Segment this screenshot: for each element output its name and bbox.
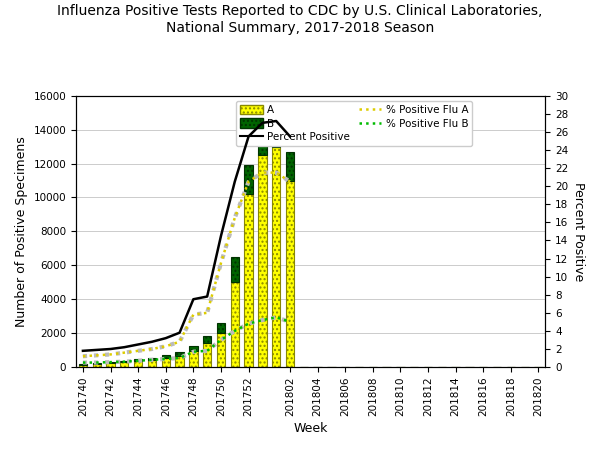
Bar [286, 152, 294, 180]
Bar [258, 121, 266, 155]
Bar [120, 362, 128, 367]
Bar [148, 358, 156, 360]
Bar [217, 323, 225, 333]
Bar [230, 282, 239, 367]
Bar [106, 363, 115, 367]
Bar [203, 343, 211, 367]
Bar [134, 361, 142, 367]
Bar [203, 336, 211, 343]
Bar [92, 363, 101, 364]
Legend: A, B, Percent Positive, % Positive Flu A, % Positive Flu B: A, B, Percent Positive, % Positive Flu A… [236, 101, 472, 146]
Bar [148, 360, 156, 367]
Bar [244, 194, 253, 367]
Bar [286, 180, 294, 367]
Bar [134, 359, 142, 361]
Bar [258, 155, 266, 367]
Bar [161, 355, 170, 358]
Bar [120, 361, 128, 362]
Bar [79, 364, 87, 367]
Bar [272, 109, 280, 147]
Bar [175, 356, 184, 367]
Bar [217, 333, 225, 367]
Y-axis label: Percent Positive: Percent Positive [572, 182, 585, 281]
Bar [189, 346, 197, 351]
Text: Influenza Positive Tests Reported to CDC by U.S. Clinical Laboratories,
National: Influenza Positive Tests Reported to CDC… [58, 4, 542, 35]
Bar [272, 147, 280, 367]
Bar [244, 165, 253, 194]
Bar [106, 362, 115, 363]
Bar [189, 351, 197, 367]
X-axis label: Week: Week [293, 422, 328, 435]
Bar [230, 257, 239, 282]
Bar [175, 351, 184, 356]
Y-axis label: Number of Positive Specimens: Number of Positive Specimens [15, 136, 28, 327]
Bar [92, 364, 101, 367]
Bar [161, 358, 170, 367]
